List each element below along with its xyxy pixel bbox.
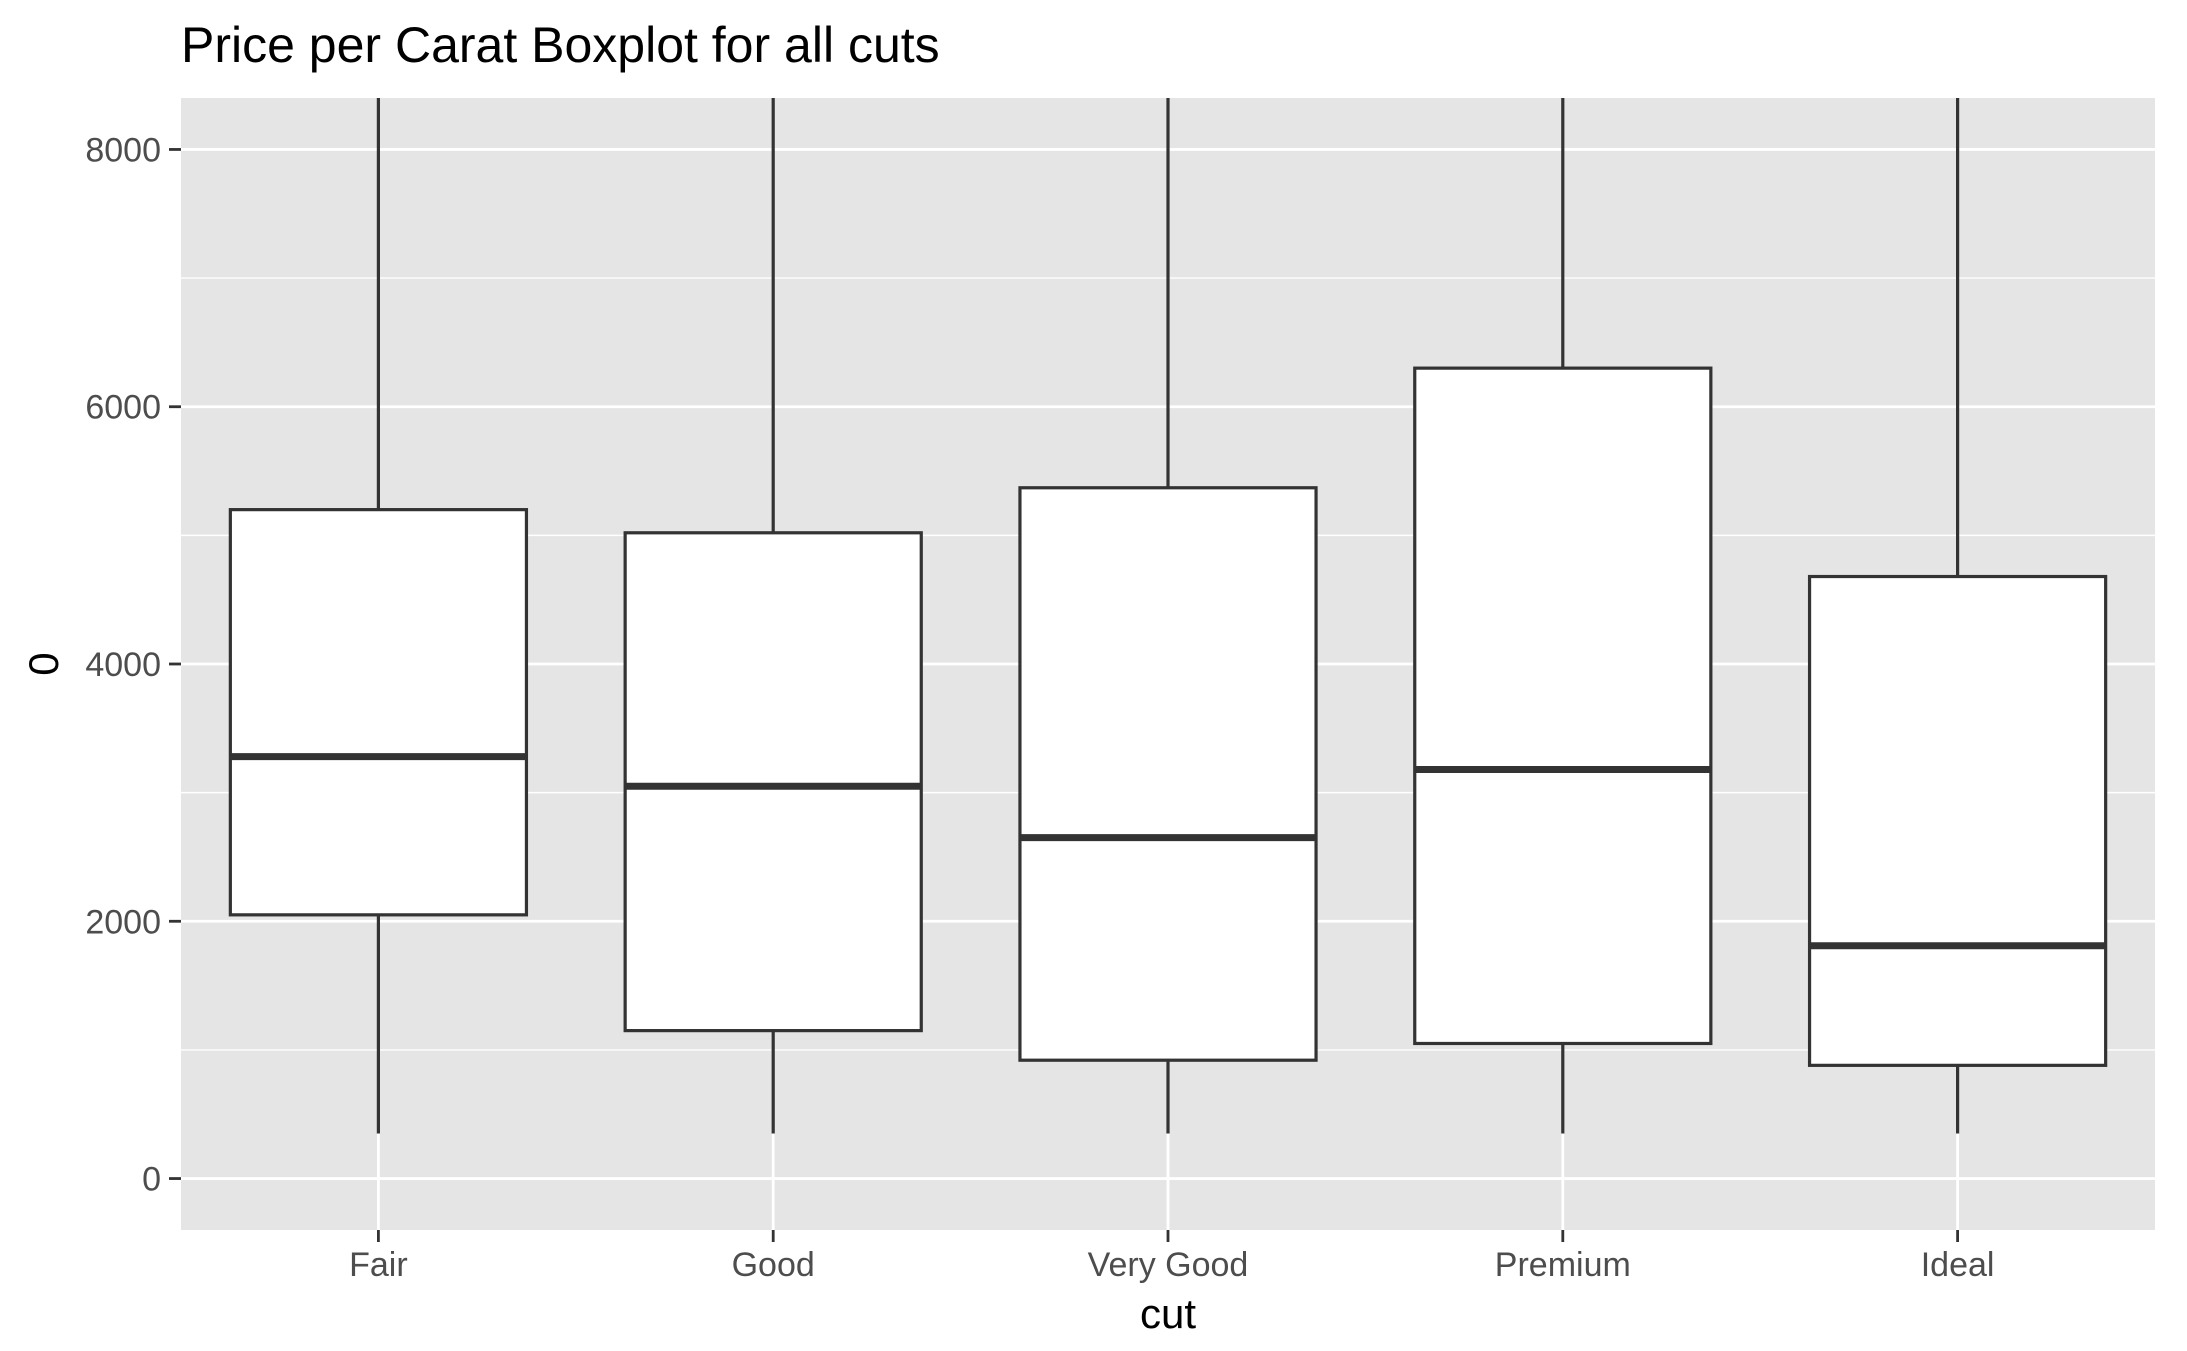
y-axis-title: 0 xyxy=(20,652,67,675)
box-iqr xyxy=(228,508,529,917)
box-fair xyxy=(228,98,529,1134)
box-premium xyxy=(1413,98,1713,1134)
box-good xyxy=(623,98,923,1134)
x-tick-label: Fair xyxy=(349,1246,408,1284)
x-axis-title: cut xyxy=(1140,1290,1196,1337)
y-tick-label: 2000 xyxy=(85,903,161,941)
x-axis: Fair Good Very Good Premium Ideal xyxy=(349,1230,1994,1284)
box-iqr xyxy=(1413,366,1713,1046)
box-iqr xyxy=(623,531,923,1033)
box-very-good xyxy=(1018,98,1318,1134)
y-tick-label: 0 xyxy=(142,1161,161,1199)
y-tick-label: 4000 xyxy=(85,646,161,684)
y-tick-label: 6000 xyxy=(85,389,161,427)
y-axis: 0 2000 4000 6000 8000 xyxy=(85,131,181,1199)
x-tick-label: Ideal xyxy=(1921,1246,1995,1284)
chart-title: Price per Carat Boxplot for all cuts xyxy=(181,17,940,73)
x-tick-label: Premium xyxy=(1495,1246,1631,1284)
box-ideal xyxy=(1807,98,2108,1134)
box-iqr xyxy=(1018,486,1318,1062)
box-iqr xyxy=(1807,574,2108,1067)
x-tick-label: Good xyxy=(732,1246,815,1284)
box-series xyxy=(228,98,2108,1134)
y-tick-label: 8000 xyxy=(85,131,161,169)
x-tick-label: Very Good xyxy=(1088,1246,1249,1284)
